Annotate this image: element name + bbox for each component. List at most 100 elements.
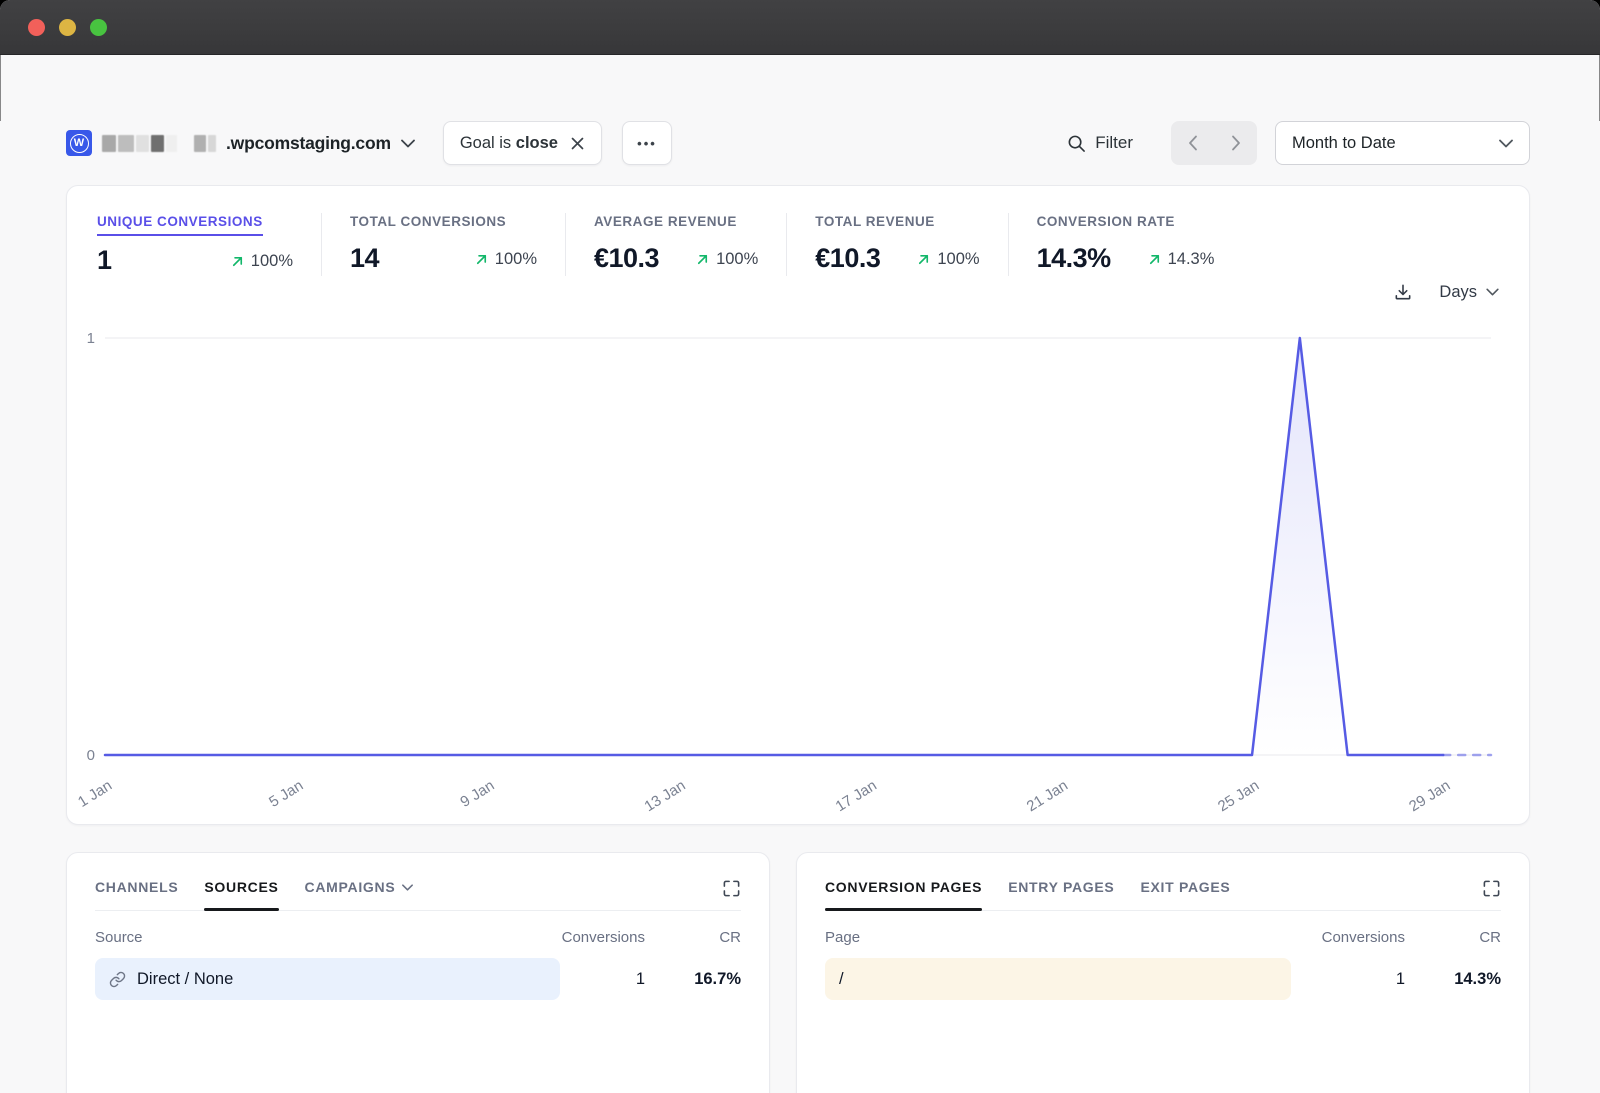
tab-campaigns[interactable]: CAMPAIGNS: [305, 879, 414, 910]
metric-total-revenue[interactable]: TOTAL REVENUE €10.3 100%: [815, 213, 1008, 276]
sources-tabs: CHANNELS SOURCES CAMPAIGNS: [95, 879, 741, 911]
metric-conversion-rate[interactable]: CONVERSION RATE 14.3% 14.3%: [1037, 213, 1243, 276]
tab-conversion-pages[interactable]: CONVERSION PAGES: [825, 879, 982, 910]
filter-label: Filter: [1095, 133, 1133, 153]
header-right: Filter Month to Date: [1067, 121, 1530, 165]
next-period-button[interactable]: [1214, 121, 1257, 165]
header-bar: W .wpcomstaging.com Goal is close •••: [66, 121, 1530, 165]
goal-filter-value: close: [516, 134, 558, 152]
granularity-value: Days: [1439, 283, 1477, 302]
metric-label: CONVERSION RATE: [1037, 214, 1175, 234]
titlebar: [0, 0, 1600, 55]
metric-label: UNIQUE CONVERSIONS: [97, 214, 263, 236]
expand-pages-button[interactable]: [1482, 879, 1501, 903]
table-row[interactable]: Direct / None 1 16.7%: [95, 958, 741, 1000]
metric-value: 1: [97, 245, 112, 276]
chevron-left-icon: [1188, 135, 1198, 151]
metric-delta: 100%: [474, 250, 537, 269]
bottom-grid: CHANNELS SOURCES CAMPAIGNS Source Conver…: [66, 852, 1530, 1093]
zoom-window-button[interactable]: [90, 19, 107, 36]
svg-text:0: 0: [87, 747, 95, 764]
dashboard-content: W .wpcomstaging.com Goal is close •••: [0, 121, 1600, 1093]
conversions-value: 1: [1295, 970, 1405, 989]
ellipsis-icon: •••: [637, 136, 657, 151]
metrics-row: UNIQUE CONVERSIONS 1 100% TOTAL CONVERSI…: [67, 186, 1529, 276]
tab-channels[interactable]: CHANNELS: [95, 879, 178, 910]
table-row[interactable]: / 1 14.3%: [825, 958, 1501, 1000]
column-header-conversions: Conversions: [1295, 929, 1405, 946]
close-window-button[interactable]: [28, 19, 45, 36]
wordpress-icon: W: [66, 130, 92, 156]
chevron-down-icon: [1486, 288, 1499, 296]
page-cell: /: [825, 970, 1295, 989]
svg-text:29 Jan: 29 Jan: [1406, 777, 1453, 815]
svg-text:1: 1: [87, 330, 95, 347]
metric-value: 14.3%: [1037, 243, 1111, 274]
prev-period-button[interactable]: [1171, 121, 1214, 165]
site-domain: .wpcomstaging.com: [226, 133, 391, 154]
expand-icon: [722, 879, 741, 898]
date-range-select[interactable]: Month to Date: [1275, 121, 1530, 165]
trend-up-icon: [916, 252, 931, 267]
metric-unique-conversions[interactable]: UNIQUE CONVERSIONS 1 100%: [97, 213, 322, 276]
remove-goal-filter-icon[interactable]: [570, 136, 585, 151]
trend-up-icon: [230, 254, 245, 269]
column-header-conversions: Conversions: [535, 929, 645, 946]
metric-delta: 14.3%: [1147, 250, 1215, 269]
metric-total-conversions[interactable]: TOTAL CONVERSIONS 14 100%: [350, 213, 566, 276]
metric-delta: 100%: [230, 252, 293, 271]
pages-table-header: Page Conversions CR: [825, 929, 1501, 946]
download-chart-button[interactable]: [1393, 282, 1413, 302]
svg-text:13 Jan: 13 Jan: [641, 777, 688, 815]
metric-value: €10.3: [815, 243, 880, 274]
search-icon: [1067, 134, 1086, 153]
download-icon: [1393, 282, 1413, 302]
tab-exit-pages[interactable]: EXIT PAGES: [1140, 879, 1230, 910]
goal-filter-chip[interactable]: Goal is close: [443, 121, 602, 165]
expand-sources-button[interactable]: [722, 879, 741, 903]
column-header-source: Source: [95, 929, 535, 946]
sources-card: CHANNELS SOURCES CAMPAIGNS Source Conver…: [66, 852, 770, 1093]
cr-value: 16.7%: [645, 970, 741, 989]
metric-average-revenue[interactable]: AVERAGE REVENUE €10.3 100%: [594, 213, 787, 276]
chevron-down-icon: [1499, 139, 1513, 148]
pages-card: CONVERSION PAGES ENTRY PAGES EXIT PAGES …: [796, 852, 1530, 1093]
chevron-right-icon: [1231, 135, 1241, 151]
link-icon: [109, 971, 126, 988]
svg-text:25 Jan: 25 Jan: [1215, 777, 1262, 815]
svg-text:9 Jan: 9 Jan: [457, 777, 497, 811]
tab-entry-pages[interactable]: ENTRY PAGES: [1008, 879, 1114, 910]
overview-card: UNIQUE CONVERSIONS 1 100% TOTAL CONVERSI…: [66, 185, 1530, 825]
metric-value: 14: [350, 243, 379, 274]
chevron-down-icon: [401, 139, 415, 148]
column-header-cr: CR: [1405, 929, 1501, 946]
goal-filter-label: Goal is close: [460, 134, 558, 153]
granularity-select[interactable]: Days: [1439, 283, 1499, 302]
minimize-window-button[interactable]: [59, 19, 76, 36]
metric-value: €10.3: [594, 243, 659, 274]
more-options-button[interactable]: •••: [622, 121, 672, 165]
page-name: /: [839, 970, 844, 989]
sources-table-header: Source Conversions CR: [95, 929, 741, 946]
date-range-value: Month to Date: [1292, 134, 1396, 153]
conversions-value: 1: [535, 970, 645, 989]
metric-label: TOTAL CONVERSIONS: [350, 214, 506, 234]
source-cell: Direct / None: [95, 970, 535, 989]
metric-delta: 100%: [695, 250, 758, 269]
column-header-cr: CR: [645, 929, 741, 946]
chevron-down-icon: [402, 884, 413, 891]
svg-text:17 Jan: 17 Jan: [833, 777, 880, 815]
filter-button[interactable]: Filter: [1067, 133, 1133, 153]
date-nav: [1171, 121, 1257, 165]
expand-icon: [1482, 879, 1501, 898]
trend-up-icon: [1147, 252, 1162, 267]
trend-up-icon: [474, 252, 489, 267]
metric-label: TOTAL REVENUE: [815, 214, 935, 234]
column-header-page: Page: [825, 929, 1295, 946]
site-selector[interactable]: W .wpcomstaging.com: [66, 130, 415, 156]
conversions-chart: 101 Jan5 Jan9 Jan13 Jan17 Jan21 Jan25 Ja…: [67, 322, 1529, 818]
tab-sources[interactable]: SOURCES: [204, 879, 278, 910]
app-window: W .wpcomstaging.com Goal is close •••: [0, 0, 1600, 1093]
trend-up-icon: [695, 252, 710, 267]
site-name-redacted: [102, 135, 216, 152]
